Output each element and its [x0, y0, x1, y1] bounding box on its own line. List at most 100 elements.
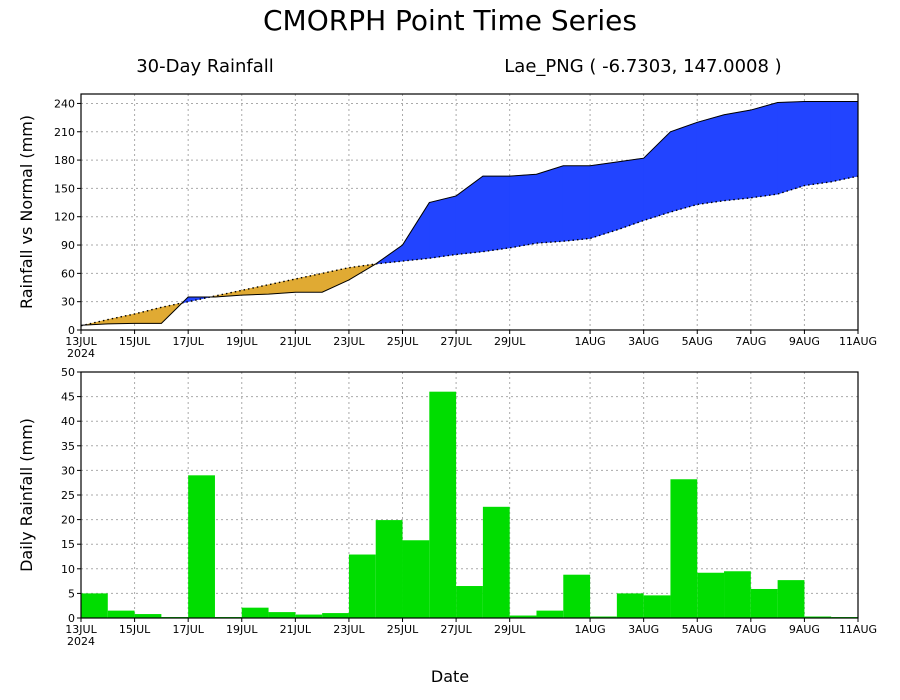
actual-rainfall-line — [80, 101, 858, 326]
area-segment-24-0 — [723, 109, 752, 202]
top-ytick-label-5: 150 — [54, 182, 75, 195]
top-xtick-label-14: 11AUG — [839, 335, 877, 348]
daily-bar-9AUG — [804, 616, 832, 618]
daily-bar-28JUL — [482, 506, 510, 618]
bottom-xtick-label-14: 11AUG — [839, 623, 877, 636]
top-ytick-label-2: 60 — [61, 267, 75, 280]
bottom-ylabel: Daily Rainfall (mm) — [17, 418, 36, 572]
top-xtick-label-0-year: 2024 — [67, 347, 95, 360]
top-xtick-label-13: 9AUG — [789, 335, 820, 348]
top-xtick-label-1: 15JUL — [119, 335, 151, 348]
bottom-y-ticks: 0 5 10 15 20 25 30 35 40 45 50 — [61, 366, 81, 625]
bottom-ytick-label-0: 0 — [68, 612, 75, 625]
bottom-ytick-label-10: 50 — [61, 366, 75, 379]
top-ytick-label-7: 210 — [54, 126, 75, 139]
bottom-xtick-label-4: 21JUL — [280, 623, 312, 636]
bottom-ytick-label-3: 15 — [61, 538, 75, 551]
area-segment-9-0 — [321, 267, 350, 293]
bottom-xtick-label-6: 25JUL — [387, 623, 419, 636]
top-xtick-label-12: 7AUG — [735, 335, 766, 348]
area-segment-15-0 — [482, 175, 510, 252]
daily-bar-19JUL — [241, 607, 269, 618]
top-xtick-label-3: 19JUL — [226, 335, 258, 348]
daily-bar-1AUG — [590, 616, 617, 618]
daily-bar-25JUL — [402, 540, 430, 618]
bottom-ytick-label-7: 35 — [61, 440, 75, 453]
bottom-xtick-label-3: 19JUL — [226, 623, 258, 636]
top-xtick-label-11: 5AUG — [682, 335, 713, 348]
daily-bar-3AUG — [643, 595, 671, 618]
subtitle-right: Lae_PNG ( -6.7303, 147.0008 ) — [504, 56, 781, 77]
bottom-xtick-label-1: 15JUL — [119, 623, 151, 636]
daily-bar-2AUG — [616, 593, 644, 618]
area-segment-12-0 — [402, 201, 430, 262]
area-segment-27-0 — [804, 101, 832, 186]
area-segment-20-0 — [616, 157, 644, 231]
top-xtick-label-10: 3AUG — [628, 335, 659, 348]
top-ylabel: Rainfall vs Normal (mm) — [17, 115, 36, 309]
area-segment-25-0 — [750, 102, 778, 199]
area-segment-14-0 — [455, 175, 484, 255]
chart-title: CMORPH Point Time Series — [263, 4, 637, 37]
daily-bar-24JUL — [375, 520, 403, 618]
daily-bar-22JUL — [322, 613, 349, 618]
area-segment-26-0 — [777, 101, 805, 195]
top-ytick-label-8: 240 — [54, 97, 75, 110]
bottom-xtick-label-0-year: 2024 — [67, 635, 95, 648]
top-ytick-label-0: 0 — [68, 324, 75, 337]
bottom-xtick-label-10: 3AUG — [628, 623, 659, 636]
bottom-xtick-label-13: 9AUG — [789, 623, 820, 636]
daily-bar-7AUG — [750, 588, 778, 618]
area-segment-18-0 — [562, 165, 591, 242]
daily-bar-8AUG — [777, 580, 805, 618]
daily-bar-26JUL — [429, 391, 457, 618]
bottom-xtick-label-12: 7AUG — [735, 623, 766, 636]
daily-bar-14JUL — [107, 610, 135, 618]
bottom-xtick-label-5: 23JUL — [333, 623, 365, 636]
area-segment-23-0 — [696, 114, 725, 205]
top-xtick-label-7: 27JUL — [440, 335, 472, 348]
area-segment-7-0 — [268, 278, 296, 295]
subtitle-left: 30-Day Rainfall — [136, 56, 274, 77]
top-xtick-label-5: 23JUL — [333, 335, 365, 348]
area-segment-28-0 — [830, 101, 859, 183]
area-segment-13-0 — [429, 195, 457, 259]
top-ytick-label-1: 30 — [61, 296, 75, 309]
area-segment-19-0 — [589, 161, 618, 239]
x-axis-label: Date — [431, 667, 469, 686]
area-segment-16-0 — [509, 173, 537, 249]
daily-bar-15JUL — [134, 614, 162, 618]
bottom-ytick-label-8: 40 — [61, 415, 75, 428]
bottom-ytick-label-4: 20 — [61, 514, 75, 527]
daily-bar-5AUG — [697, 572, 725, 618]
daily-bar-31JUL — [563, 574, 591, 618]
top-y-ticks: 0 30 60 90 120 150 180 210 240 — [54, 97, 81, 337]
area-segment-8-0 — [295, 272, 323, 293]
top-ytick-label-6: 180 — [54, 154, 75, 167]
area-segment-17-0 — [536, 165, 564, 244]
top-xtick-label-0: 13JUL — [65, 335, 97, 348]
area-segment-22-0 — [670, 121, 698, 213]
daily-bar-30JUL — [536, 610, 564, 618]
top-lines — [80, 101, 859, 327]
top-xtick-label-4: 21JUL — [280, 335, 312, 348]
bottom-xtick-label-7: 27JUL — [440, 623, 472, 636]
bottom-ytick-label-5: 25 — [61, 489, 75, 502]
bottom-ytick-label-6: 30 — [61, 464, 75, 477]
bottom-ytick-label-1: 5 — [68, 587, 75, 600]
daily-bar-13JUL — [81, 593, 108, 618]
daily-bar-23JUL — [348, 554, 376, 618]
bottom-ytick-label-2: 10 — [61, 563, 75, 576]
daily-bar-27JUL — [456, 586, 483, 618]
bottom-xtick-label-9: 1AUG — [575, 623, 606, 636]
top-xtick-label-8: 29JUL — [494, 335, 526, 348]
bottom-ytick-label-9: 45 — [61, 391, 75, 404]
daily-bar-29JUL — [509, 615, 537, 618]
bottom-bars — [81, 391, 858, 618]
daily-bar-4AUG — [670, 479, 698, 618]
top-frame — [80, 93, 859, 331]
